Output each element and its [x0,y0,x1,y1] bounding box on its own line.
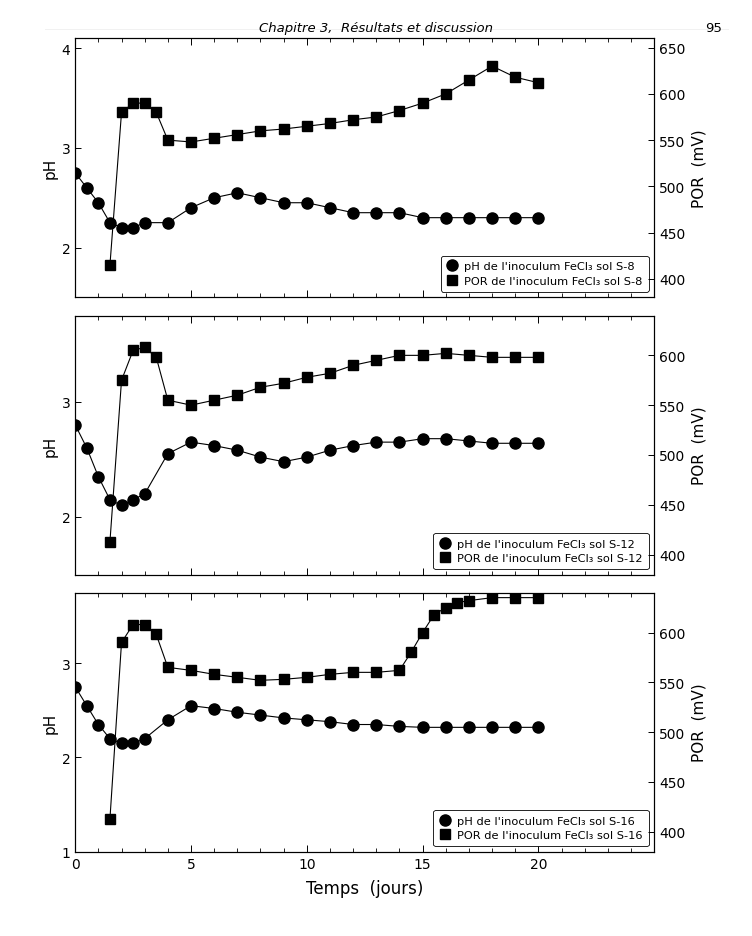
Y-axis label: POR  (mV): POR (mV) [691,406,706,485]
Y-axis label: pH: pH [42,158,57,180]
Y-axis label: pH: pH [42,435,57,456]
Y-axis label: POR  (mV): POR (mV) [691,129,706,208]
Y-axis label: POR  (mV): POR (mV) [691,683,706,762]
Y-axis label: pH: pH [42,711,57,733]
Text: Chapitre 3,  Résultats et discussion: Chapitre 3, Résultats et discussion [259,22,493,35]
X-axis label: Temps  (jours): Temps (jours) [306,879,423,897]
Legend: pH de l'inoculum FeCl₃ sol S-8, POR de l'inoculum FeCl₃ sol S-8: pH de l'inoculum FeCl₃ sol S-8, POR de l… [441,256,648,292]
Legend: pH de l'inoculum FeCl₃ sol S-16, POR de l'inoculum FeCl₃ sol S-16: pH de l'inoculum FeCl₃ sol S-16, POR de … [433,811,648,846]
Text: 95: 95 [705,22,722,35]
Legend: pH de l'inoculum FeCl₃ sol S-12, POR de l'inoculum FeCl₃ sol S-12: pH de l'inoculum FeCl₃ sol S-12, POR de … [433,534,648,569]
